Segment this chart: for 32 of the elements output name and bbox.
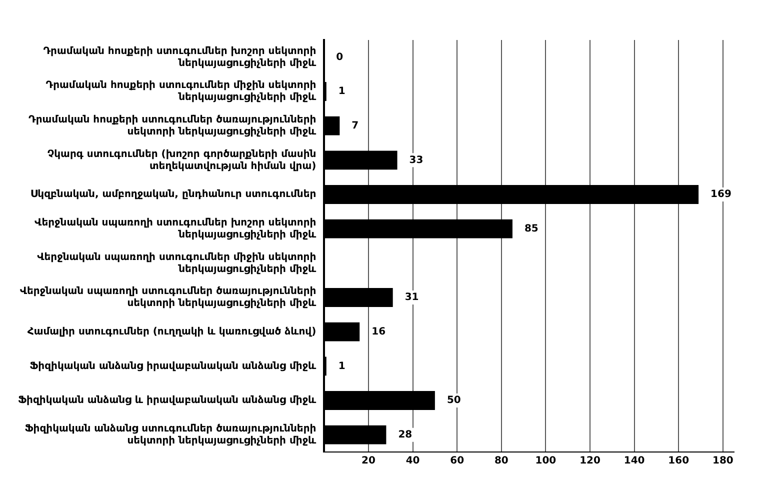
y-tick-label: Սկզբնական, ամբողջական, ընդհանուր ստուգումներ (30, 189, 316, 200)
data-label: 50 (446, 395, 461, 406)
data-label: 28 (398, 429, 412, 440)
y-tick-label: Դրամական հոսքերի ստուգումներ խոշոր սեկտորի ներկայացուցիչների միջև (43, 46, 318, 69)
y-tick-label: Վերջնական սպառողի ստուգումներ միջին սեկտորի ներկայացուցիչների միջև (37, 252, 318, 275)
x-tick-label: 140 (624, 456, 645, 467)
x-tick-label: 20 (362, 456, 376, 467)
y-tick-label: Չկարգ ստուգումներ (խոշոր գործարքների մասին տեղեկատվության հիման վրա) (47, 148, 316, 172)
x-tick-label: 100 (535, 456, 556, 467)
data-label: 169 (710, 189, 732, 200)
y-tick-label: Դրամական հոսքերի ստուգումներ միջին սեկտորի ներկայացուցիչների միջև (46, 80, 318, 104)
data-label: 7 (352, 120, 359, 132)
x-tick-label: 80 (494, 456, 508, 467)
data-label: 1 (338, 86, 346, 98)
data-label: 1 (338, 360, 346, 372)
x-tick-label: 160 (668, 456, 690, 467)
y-tick-label: Դրամական հոսքերի ստուգումներ ծառայությունների սեկտորի ներկայացուցիչների միջև (28, 114, 318, 138)
y-tick-label: Վերջնական սպառողի ստուգումներ խոշոր սեկտորի ներկայացուցիչների միջև (34, 217, 318, 240)
y-tick-label: Համալիր ստուգումներ (ուղղակի և կառուցված ձևով) (27, 326, 316, 338)
data-label: 0 (336, 52, 344, 63)
x-tick-label: 40 (406, 456, 420, 467)
data-label: 16 (372, 326, 386, 338)
data-label: 31 (404, 292, 419, 304)
data-label: 33 (409, 154, 424, 166)
x-tick-label: 120 (580, 456, 600, 467)
x-tick-label: 60 (450, 456, 464, 467)
data-label: 85 (524, 223, 538, 234)
x-tick-label: 180 (712, 456, 734, 467)
y-tick-label: Վերջնական սպառողի ստուգումներ ծառայությունների սեկտորի ներկայացուցիչների միջև (20, 286, 318, 310)
y-tick-label: Ֆիզիկական անձանց ստուգումներ ծառայությունների սեկտորի ներկայացուցիչների միջև (24, 423, 318, 446)
y-tick-label: Ֆիզիկական անձանց իրավաբանական անձանց միջև (30, 360, 318, 372)
y-tick-label: Ֆիզիկական անձանց և իրավաբանական անձանց միջև (18, 395, 318, 406)
